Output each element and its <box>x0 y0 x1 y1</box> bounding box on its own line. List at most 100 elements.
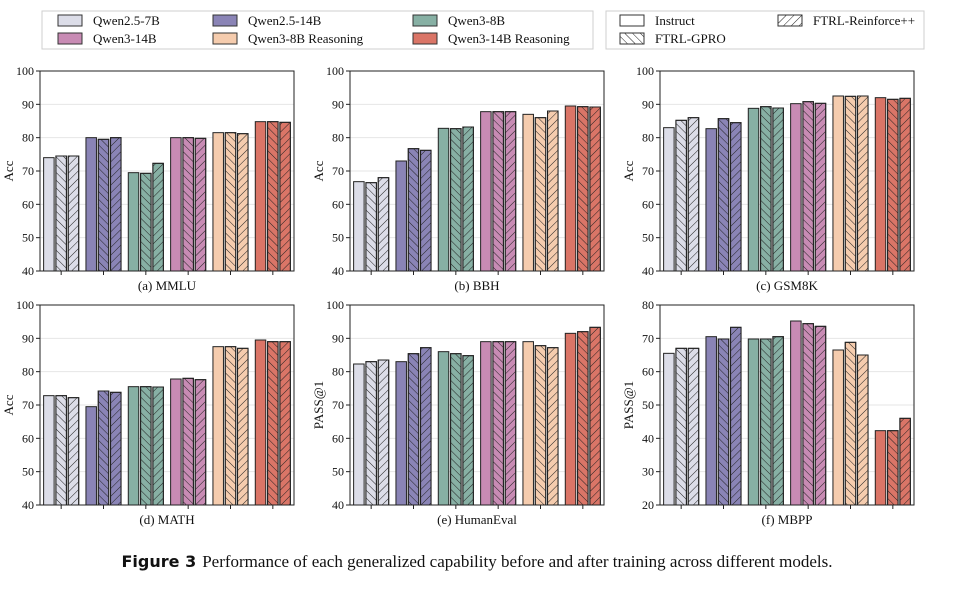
bar <box>480 111 492 272</box>
y-tick-label: 80 <box>642 131 654 145</box>
bar-hatch <box>844 341 857 506</box>
bar-hatch <box>772 107 784 272</box>
legend-hatch <box>777 14 803 27</box>
y-axis-label: PASS@1 <box>311 381 326 429</box>
bar-hatch <box>887 430 899 506</box>
bar-hatch <box>760 106 772 272</box>
y-tick-label: 80 <box>22 131 34 145</box>
y-tick-label: 50 <box>642 398 654 412</box>
bar <box>747 107 760 272</box>
y-tick-label: 40 <box>332 264 344 278</box>
bar-hatch <box>450 353 462 506</box>
y-tick-label: 70 <box>22 164 34 178</box>
chart-title: (e) HumanEval <box>437 512 517 527</box>
chart-title: (a) MMLU <box>138 278 197 293</box>
bar <box>254 121 267 272</box>
bar-hatch <box>110 137 122 272</box>
bar-hatch <box>237 347 249 506</box>
chart-panel: 20 30 40 50 60 70 80 PASS@1 (f) MBPP <box>621 298 915 527</box>
bar-hatch <box>237 133 249 272</box>
bar-hatch <box>55 155 67 272</box>
bar-hatch <box>730 326 742 506</box>
y-tick-label: 60 <box>642 197 654 211</box>
y-tick-label: 80 <box>332 365 344 379</box>
y-tick-label: 50 <box>22 465 34 479</box>
y-axis-label: Acc <box>621 160 636 181</box>
y-tick-label: 70 <box>642 164 654 178</box>
bar-hatch <box>504 111 517 272</box>
y-tick-label: 50 <box>642 231 654 245</box>
bar-hatch <box>377 359 390 506</box>
y-tick-label: 60 <box>22 431 34 445</box>
y-tick-label: 40 <box>22 264 34 278</box>
legend-swatch <box>412 32 438 45</box>
bar-hatch <box>97 138 110 272</box>
y-tick-label: 70 <box>332 164 344 178</box>
bar-hatch <box>97 390 110 506</box>
legend: Qwen2.5-7B Qwen2.5-14B Qwen3-8B Qwen3-14B Qw… <box>41 10 925 50</box>
bar <box>353 363 365 506</box>
bar-hatch <box>760 338 772 506</box>
bar <box>790 320 802 506</box>
bar <box>437 351 450 506</box>
y-tick-label: 90 <box>332 331 344 345</box>
y-tick-label: 50 <box>22 231 34 245</box>
y-tick-label: 80 <box>22 365 34 379</box>
legend-swatch <box>412 14 438 27</box>
bar <box>705 336 717 506</box>
bar <box>43 157 55 272</box>
axes-frame <box>39 304 295 506</box>
bar-hatch <box>899 417 911 506</box>
y-tick-label: 40 <box>642 431 654 445</box>
axes-frame <box>659 70 915 272</box>
bar <box>437 127 450 272</box>
legend-label: Qwen3-14B <box>93 31 157 46</box>
bar-hatch <box>182 137 194 272</box>
bar-hatch <box>492 341 504 506</box>
bar-hatch <box>140 386 152 506</box>
bar-hatch <box>504 341 517 506</box>
bar-hatch <box>814 102 827 272</box>
legend-label: Qwen3-8B <box>448 13 505 28</box>
legend-label: Instruct <box>655 13 695 28</box>
bar-hatch <box>675 347 687 506</box>
y-axis-label: PASS@1 <box>621 381 636 429</box>
chart-panel: 40 50 60 70 80 90 100 Acc (a) MMLU <box>1 64 295 293</box>
bar <box>43 395 55 506</box>
bar <box>170 378 182 506</box>
y-tick-label: 90 <box>22 97 34 111</box>
caption-lead: Figure 3 <box>121 552 197 571</box>
y-axis-label: Acc <box>1 160 16 181</box>
model-legend-frame <box>41 10 594 50</box>
y-tick-label: 90 <box>642 97 654 111</box>
bar-hatch <box>194 137 207 272</box>
y-tick-label: 70 <box>642 331 654 345</box>
y-tick-label: 100 <box>16 64 34 78</box>
bar <box>480 341 492 506</box>
bar-hatch <box>365 361 377 506</box>
bar-hatch <box>420 149 432 272</box>
legend-label: FTRL-GPRO <box>655 31 726 46</box>
bar-hatch <box>407 353 420 506</box>
y-tick-label: 80 <box>642 298 654 312</box>
bar-hatch <box>844 95 857 272</box>
bar <box>874 430 887 506</box>
bar-hatch <box>224 132 237 272</box>
chart-panel: 40 50 60 70 80 90 100 Acc (b) BBH <box>311 64 605 293</box>
bar-hatch <box>267 121 279 272</box>
y-tick-label: 50 <box>332 465 344 479</box>
bar-hatch <box>675 119 687 272</box>
bar-hatch <box>589 106 601 272</box>
legend-label: FTRL-Reinforce++ <box>813 13 915 28</box>
bar <box>127 172 140 272</box>
y-tick-label: 50 <box>332 231 344 245</box>
bar-hatch <box>110 391 122 506</box>
chart-title: (f) MBPP <box>762 512 813 527</box>
chart-title: (b) BBH <box>454 278 499 293</box>
bar <box>564 332 577 506</box>
charts: 40 50 60 70 80 90 100 Acc (a) MMLU 40 50 60 70 80 90 10… <box>1 64 915 527</box>
bar <box>663 352 675 506</box>
legend-label: Qwen2.5-7B <box>93 13 160 28</box>
bar-hatch <box>224 346 237 506</box>
chart-panel: 40 50 60 70 80 90 100 PASS@1 (e) HumanEval <box>311 298 605 527</box>
